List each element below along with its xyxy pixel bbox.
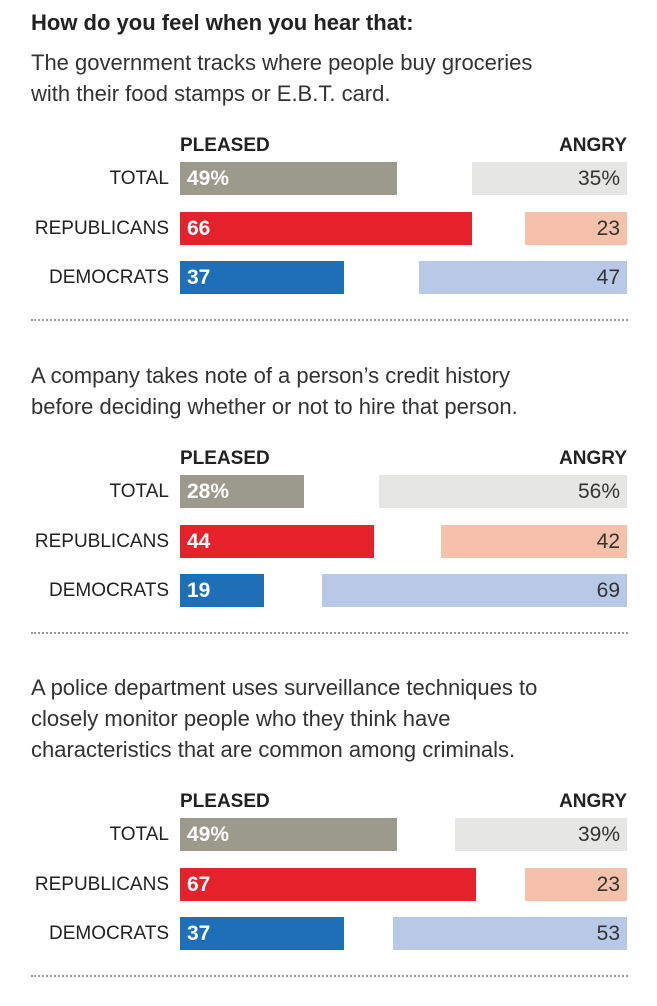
pleased-bar-democrats: 37 bbox=[180, 917, 344, 950]
section-divider bbox=[31, 319, 628, 321]
row-label-total: TOTAL bbox=[109, 481, 169, 502]
section-divider bbox=[31, 632, 628, 634]
pleased-value-label: 49% bbox=[187, 167, 230, 190]
pleased-value-label: 37 bbox=[187, 266, 211, 289]
angry-header: ANGRY bbox=[559, 448, 627, 469]
angry-bar-democrats: 47 bbox=[419, 261, 627, 294]
row-label-democrats: DEMOCRATS bbox=[49, 923, 169, 944]
chart-title: How do you feel when you hear that: bbox=[31, 10, 414, 35]
angry-value-label: 56% bbox=[577, 480, 620, 503]
pleased-bar-total: 49% bbox=[180, 162, 397, 195]
angry-value-label: 42 bbox=[596, 530, 620, 553]
question-text: A company takes note of a person’s credi… bbox=[31, 363, 518, 419]
angry-value-label: 23 bbox=[596, 217, 620, 240]
angry-bar-republicans: 42 bbox=[441, 525, 627, 558]
pleased-value-label: 66 bbox=[187, 217, 211, 240]
pleased-bar-total: 49% bbox=[180, 818, 397, 851]
pleased-value-label: 44 bbox=[187, 530, 211, 553]
angry-bar-total: 56% bbox=[379, 475, 627, 508]
survey-panel: The government tracks where people buy g… bbox=[0, 47, 657, 352]
pleased-bar-republicans: 67 bbox=[180, 868, 476, 901]
row-label-total: TOTAL bbox=[109, 824, 169, 845]
survey-panel: A police department uses surveillance te… bbox=[0, 672, 657, 977]
pleased-bar-republicans: 44 bbox=[180, 525, 374, 558]
angry-value-label: 69 bbox=[596, 579, 620, 602]
angry-bar-total: 39% bbox=[455, 818, 627, 851]
row-label-republicans: REPUBLICANS bbox=[34, 531, 169, 552]
pleased-bar-democrats: 37 bbox=[180, 261, 344, 294]
row-label-republicans: REPUBLICANS bbox=[34, 874, 169, 895]
angry-value-label: 35% bbox=[577, 167, 620, 190]
pleased-value-label: 67 bbox=[187, 873, 211, 896]
pleased-header: PLEASED bbox=[180, 791, 270, 812]
angry-bar-total: 35% bbox=[472, 162, 627, 195]
survey-panel: A company takes note of a person’s credi… bbox=[0, 360, 657, 665]
question-text: A police department uses surveillance te… bbox=[31, 675, 538, 762]
pleased-header: PLEASED bbox=[180, 135, 270, 156]
angry-value-label: 47 bbox=[596, 266, 620, 289]
row-label-total: TOTAL bbox=[109, 168, 169, 189]
pleased-value-label: 19 bbox=[187, 579, 211, 602]
row-label-democrats: DEMOCRATS bbox=[49, 267, 169, 288]
angry-value-label: 23 bbox=[596, 873, 620, 896]
angry-bar-republicans: 23 bbox=[525, 212, 627, 245]
pleased-header: PLEASED bbox=[180, 448, 270, 469]
row-label-republicans: REPUBLICANS bbox=[34, 218, 169, 239]
angry-value-label: 53 bbox=[596, 922, 620, 945]
question-text: The government tracks where people buy g… bbox=[31, 50, 533, 106]
pleased-bar-total: 28% bbox=[180, 475, 304, 508]
pleased-value-label: 28% bbox=[187, 480, 230, 503]
pleased-bar-republicans: 66 bbox=[180, 212, 472, 245]
angry-value-label: 39% bbox=[577, 823, 620, 846]
pleased-value-label: 49% bbox=[187, 823, 230, 846]
angry-bar-democrats: 69 bbox=[322, 574, 627, 607]
angry-header: ANGRY bbox=[559, 791, 627, 812]
pleased-bar-democrats: 19 bbox=[180, 574, 264, 607]
angry-bar-republicans: 23 bbox=[525, 868, 627, 901]
section-divider bbox=[31, 975, 628, 977]
row-label-democrats: DEMOCRATS bbox=[49, 580, 169, 601]
pleased-value-label: 37 bbox=[187, 922, 211, 945]
angry-header: ANGRY bbox=[559, 135, 627, 156]
angry-bar-democrats: 53 bbox=[393, 917, 627, 950]
